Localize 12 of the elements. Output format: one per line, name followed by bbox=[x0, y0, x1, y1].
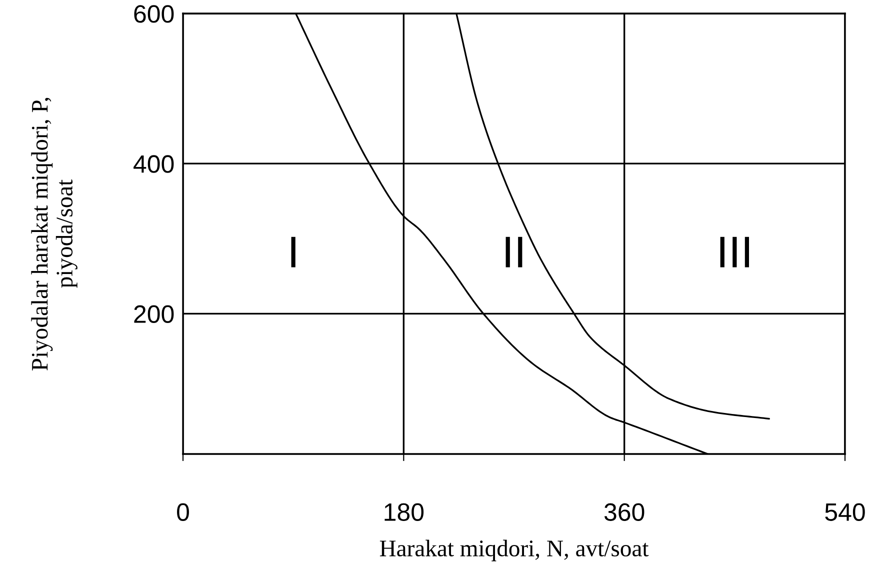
x-tick-label: 540 bbox=[825, 503, 865, 521]
annotation: II bbox=[506, 236, 522, 268]
x-tick-label: 360 bbox=[604, 503, 644, 521]
x-tick-label: 0 bbox=[177, 503, 189, 521]
x-tick-label: 180 bbox=[384, 503, 424, 521]
annotation: III bbox=[720, 236, 750, 268]
y-tick-label: 600 bbox=[134, 5, 174, 23]
y-axis-title: Piyodalar harakat miqdori, P, piyoda/soat bbox=[31, 98, 78, 370]
x-axis-title: Harakat miqdori, N, avt/soat bbox=[380, 540, 649, 562]
y-tick-label: 200 bbox=[134, 305, 174, 323]
annotation: I bbox=[291, 236, 296, 268]
y-tick-label: 400 bbox=[134, 155, 174, 173]
